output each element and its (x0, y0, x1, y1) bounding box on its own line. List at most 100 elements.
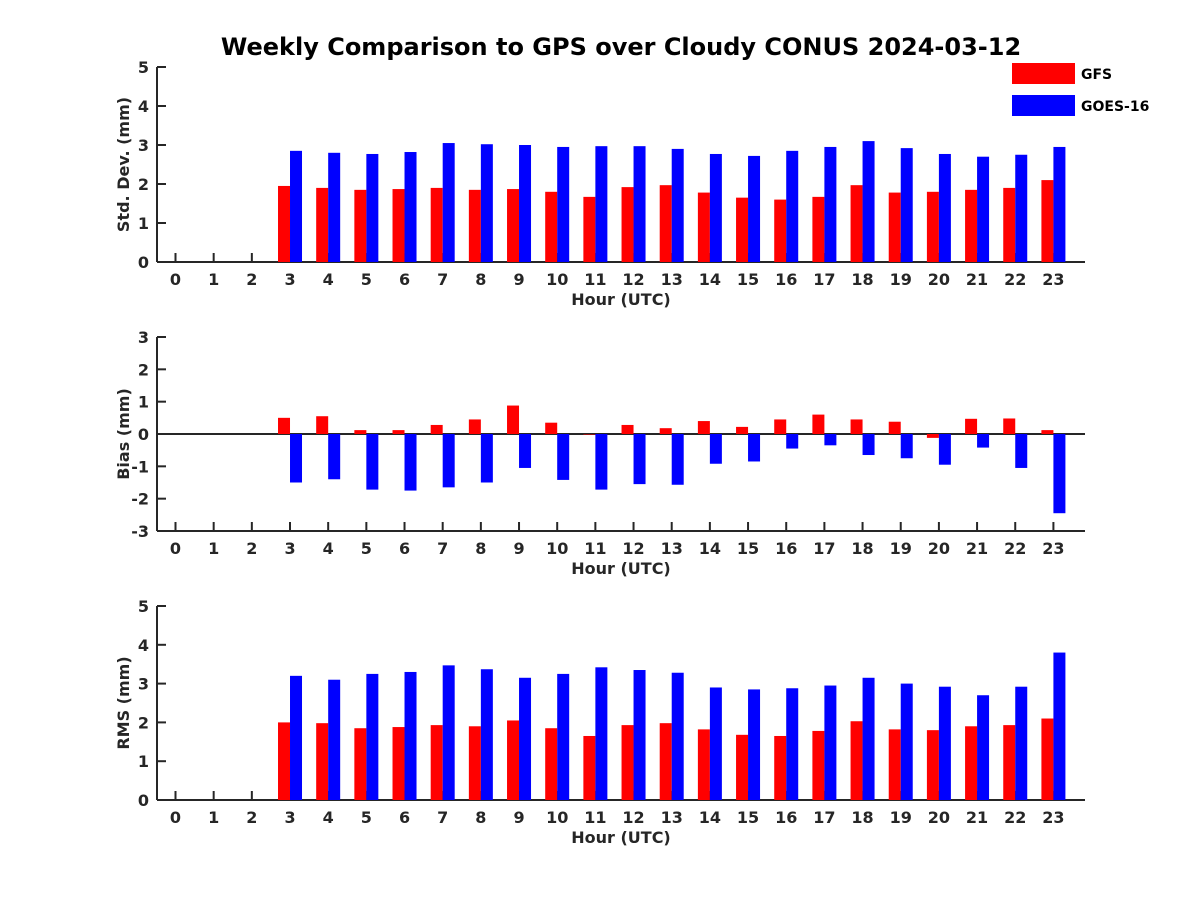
bar-gfs-rms (507, 720, 520, 800)
bar-goes16-bias (1015, 434, 1028, 468)
bar-gfs-rms (278, 722, 291, 800)
bar-gfs-stddev (1003, 187, 1016, 262)
bar-goes16-stddev (480, 144, 493, 262)
bar-gfs-bias (316, 416, 329, 434)
bar-goes16-stddev (633, 146, 646, 262)
bar-gfs-rms (430, 725, 443, 800)
x-tick-label-rms: 1 (208, 808, 219, 827)
bar-goes16-bias (290, 434, 303, 483)
bar-goes16-rms (595, 667, 608, 800)
x-tick-label-bias: 0 (170, 539, 181, 558)
bar-goes16-bias (557, 434, 570, 480)
bar-goes16-rms (900, 683, 913, 800)
bar-goes16-stddev (404, 152, 417, 262)
bar-goes16-bias (786, 434, 799, 449)
bar-gfs-stddev (774, 199, 787, 262)
y-axis-label-rms: RMS (mm) (114, 656, 133, 749)
bar-gfs-rms (697, 729, 710, 800)
bar-goes16-stddev (290, 150, 303, 262)
bar-gfs-bias (850, 419, 863, 434)
bar-goes16-stddev (1053, 146, 1066, 262)
bar-gfs-stddev (468, 189, 481, 262)
y-tick-label-bias: -3 (131, 522, 149, 541)
bar-gfs-bias (888, 421, 901, 434)
y-tick-label-rms: 2 (138, 713, 149, 732)
legend-label-gfs: GFS (1081, 67, 1112, 83)
legend: GFS GOES-16 (1012, 63, 1149, 116)
x-tick-label-bias: 15 (737, 539, 759, 558)
bar-gfs-stddev (659, 185, 672, 262)
bar-gfs-rms (736, 734, 749, 800)
bar-gfs-stddev (926, 191, 939, 262)
x-tick-label-bias: 7 (437, 539, 448, 558)
bar-gfs-stddev (583, 196, 596, 262)
x-tick-label-bias: 17 (813, 539, 835, 558)
x-tick-label-rms: 0 (170, 808, 181, 827)
x-tick-label-stddev: 2 (246, 270, 257, 289)
bar-gfs-rms (812, 730, 825, 800)
bar-gfs-bias (468, 419, 481, 434)
bar-gfs-bias (430, 424, 443, 434)
bar-gfs-stddev (697, 192, 710, 262)
bar-gfs-stddev (278, 185, 291, 262)
x-tick-label-rms: 5 (361, 808, 372, 827)
bar-goes16-bias (328, 434, 341, 480)
bar-gfs-bias (774, 419, 787, 434)
x-tick-label-rms: 3 (284, 808, 295, 827)
x-tick-label-bias: 1 (208, 539, 219, 558)
x-tick-label-rms: 22 (1004, 808, 1026, 827)
x-tick-label-rms: 4 (323, 808, 334, 827)
y-tick-label-rms: 3 (138, 675, 149, 694)
x-tick-label-bias: 19 (890, 539, 912, 558)
bar-goes16-bias (633, 434, 646, 485)
y-axis-label-stddev: Std. Dev. (mm) (114, 97, 133, 232)
x-tick-label-rms: 18 (851, 808, 873, 827)
bar-gfs-bias (392, 430, 405, 434)
bar-goes16-bias (862, 434, 875, 456)
bar-goes16-rms (290, 675, 303, 800)
x-tick-label-rms: 7 (437, 808, 448, 827)
bar-goes16-rms (480, 669, 493, 800)
x-tick-label-stddev: 17 (813, 270, 835, 289)
bar-goes16-bias (480, 434, 493, 483)
x-tick-label-bias: 2 (246, 539, 257, 558)
x-tick-label-stddev: 1 (208, 270, 219, 289)
bar-gfs-bias (583, 434, 596, 435)
bar-gfs-rms (468, 726, 481, 800)
bar-goes16-rms (824, 685, 837, 800)
bar-gfs-bias (965, 418, 978, 434)
x-tick-label-bias: 5 (361, 539, 372, 558)
x-tick-label-stddev: 6 (399, 270, 410, 289)
x-tick-label-rms: 11 (584, 808, 606, 827)
x-tick-label-bias: 11 (584, 539, 606, 558)
bar-gfs-bias (1041, 430, 1054, 434)
bar-gfs-rms (583, 735, 596, 800)
bar-goes16-rms (1053, 652, 1066, 800)
bar-goes16-rms (557, 673, 570, 800)
x-tick-label-stddev: 11 (584, 270, 606, 289)
bar-goes16-stddev (977, 156, 990, 262)
bar-goes16-bias (709, 434, 722, 464)
bar-gfs-stddev (736, 197, 749, 262)
y-tick-label-rms: 4 (138, 636, 149, 655)
bar-gfs-bias (507, 405, 520, 434)
x-tick-label-rms: 20 (928, 808, 950, 827)
bar-goes16-bias (519, 434, 532, 468)
bar-gfs-stddev (316, 187, 329, 262)
y-tick-label-rms: 5 (138, 597, 149, 616)
bar-gfs-bias (621, 424, 634, 434)
x-axis-label-rms: Hour (UTC) (571, 828, 671, 847)
x-tick-label-stddev: 13 (661, 270, 683, 289)
y-tick-label-stddev: 1 (138, 214, 149, 233)
bar-gfs-bias (354, 430, 367, 434)
legend-label-goes16: GOES-16 (1081, 99, 1149, 115)
bar-gfs-rms (850, 721, 863, 800)
y-tick-label-bias: -2 (131, 490, 149, 509)
y-tick-label-bias: 3 (138, 328, 149, 347)
bar-goes16-bias (671, 434, 684, 485)
bar-gfs-stddev (507, 189, 520, 262)
bar-gfs-stddev (430, 187, 443, 262)
